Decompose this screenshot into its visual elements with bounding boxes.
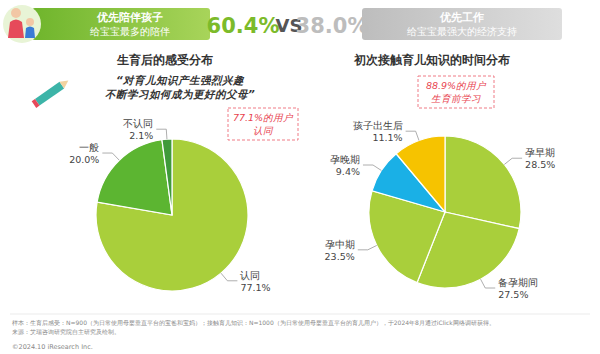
option-subtitle: 给宝宝最多的陪伴 (90, 26, 170, 37)
pencil-icon (32, 77, 71, 108)
leader-line (481, 279, 496, 288)
leader-line (504, 158, 522, 164)
slice-category: 认同 (240, 270, 260, 281)
slice-value: 2.1% (129, 130, 153, 141)
pie-slice (96, 139, 248, 291)
option-title: 优先工作 (439, 11, 484, 23)
option-title: 优先陪伴孩子 (96, 11, 163, 23)
leader-line (363, 165, 381, 170)
slice-value: 23.5% (325, 251, 355, 262)
chart-title: 生育后的感受分布 (116, 53, 213, 67)
option-subtitle: 给宝宝最强大的经济支持 (407, 26, 517, 37)
pie-chart: 生育后的感受分布 “对育儿知识产生强烈兴趣不断学习如何成为更好的父母” 77.1%的… (32, 53, 298, 293)
comparison-banner: 优先陪伴孩子给宝宝最多的陪伴优先工作给宝宝最强大的经济支持60.4%VS38.0… (3, 5, 562, 43)
icon-body (25, 27, 35, 39)
slice-value: 77.1% (240, 282, 270, 293)
footnote: 样本：生育后感受：N=900（为日常使用母婴垂直平台的宝爸和宝妈）；接触育儿知识… (12, 319, 495, 327)
right-box (362, 8, 562, 40)
slice-labels: 孕早期28.5% 备孕期间27.5% 孕中期23.5% 孕晚期9.4% 孩子出生后11.… (325, 120, 556, 300)
slice-value: 9.4% (336, 166, 360, 177)
pie-chart: 初次接触育儿知识的时间分布 88.9%的用户生育前学习孕早期28.5% 备孕期间27… (325, 53, 556, 300)
slice-value: 11.1% (372, 132, 402, 143)
slices (369, 136, 521, 288)
slice-value: 28.5% (525, 159, 555, 170)
pencil-tip (60, 77, 71, 88)
icon-bg (3, 5, 41, 43)
chart-title: 初次接触育儿知识的时间分布 (353, 53, 510, 67)
icon-body (8, 20, 24, 39)
pie-slice (162, 139, 172, 215)
slice-category: 一般 (79, 142, 99, 153)
icon-head (11, 8, 21, 18)
annotation-box (418, 76, 494, 108)
annotation: 77.1%的用户 (233, 112, 294, 123)
annotation: 88.9%的用户 (426, 80, 487, 91)
pencil-eraser (32, 99, 40, 108)
page: 优先陪伴孩子给宝宝最多的陪伴优先工作给宝宝最强大的经济支持60.4%VS38.0… (0, 0, 600, 354)
leader-line (221, 273, 237, 281)
family-icon (3, 5, 41, 43)
leader-line (156, 129, 167, 139)
copyright: ©2024.10 iResearch Inc. (12, 343, 93, 351)
annotation-box (228, 108, 298, 140)
slices (96, 139, 248, 291)
slice-labels: 认同77.1% 一般20.0% 不认同2.1% (69, 118, 270, 293)
slice-category: 孕早期 (525, 147, 555, 158)
icon-head (26, 18, 34, 26)
pie-slice (396, 136, 445, 212)
slice-category: 备孕期间 (498, 277, 538, 288)
annotation: 认同 (253, 125, 274, 136)
leader-line (102, 153, 119, 160)
footer: 样本：生育后感受：N=900（为日常使用母婴垂直平台的宝爸和宝妈）；接触育儿知识… (10, 314, 590, 351)
leader-line (358, 245, 377, 249)
option-value: 38.0% (296, 14, 369, 38)
footer-rule (10, 314, 590, 315)
slice-value: 27.5% (498, 289, 528, 300)
leader-line (406, 131, 419, 140)
option-value: 60.4% (207, 14, 280, 38)
pie-slice (97, 140, 172, 215)
slice-category: 孕中期 (325, 239, 355, 250)
annotation: 生育前学习 (431, 93, 481, 104)
slice-category: 孩子出生后 (353, 120, 403, 131)
source: 来源：艾瑞咨询研究院自主研究及绘制。 (12, 328, 120, 335)
left-box (32, 8, 210, 40)
pencil-body (35, 82, 64, 106)
slice-category: 不认同 (123, 118, 153, 129)
quote: 不断学习如何成为更好的父母” (105, 88, 255, 100)
slice-value: 20.0% (69, 154, 99, 165)
quote: “对育儿知识产生强烈兴趣 (116, 74, 245, 87)
slice-category: 孕晚期 (330, 154, 360, 165)
